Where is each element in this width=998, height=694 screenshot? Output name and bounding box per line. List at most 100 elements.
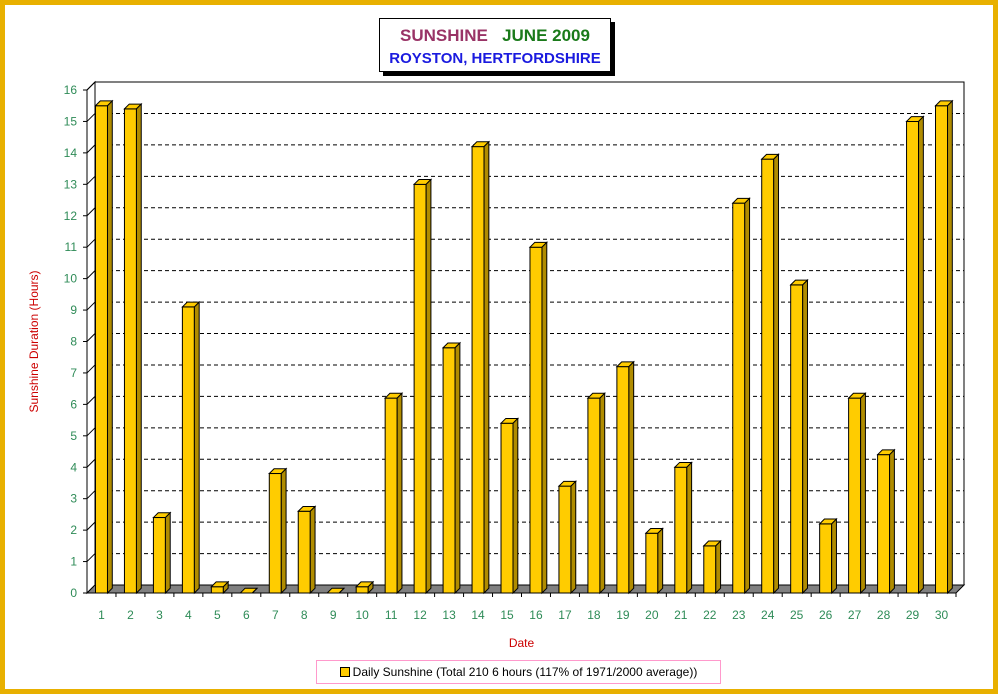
gridline-wall-segment (86, 490, 96, 500)
bar (935, 105, 949, 594)
legend-swatch (339, 666, 350, 677)
x-tick-label: 4 (185, 608, 192, 622)
bar-side (135, 102, 142, 595)
x-axis-title: Date (509, 636, 535, 650)
bar (268, 473, 282, 594)
y-tick-label: 14 (64, 146, 78, 160)
bar-side (280, 467, 287, 595)
bar (819, 523, 833, 594)
chart-title-sunshine: SUNSHINE (400, 26, 488, 45)
y-tick-label: 3 (70, 492, 77, 506)
x-tick-label: 25 (790, 608, 804, 622)
bar-side (222, 580, 229, 595)
chart-legend: Daily Sunshine (Total 210 6 hours (117% … (316, 660, 721, 684)
gridline-wall-segment (86, 175, 96, 185)
x-tick-label: 13 (442, 608, 456, 622)
bar (877, 454, 891, 594)
y-tick-label: 0 (70, 586, 77, 600)
legend-label: Daily Sunshine (Total 210 6 hours (117% … (352, 665, 698, 679)
bar-side (860, 392, 866, 595)
x-tick-label: 28 (877, 608, 891, 622)
bar-side (918, 115, 924, 595)
y-tick-label: 7 (70, 366, 77, 380)
y-tick-label: 8 (70, 335, 77, 349)
y-tick-label: 10 (64, 272, 78, 286)
bar (210, 586, 224, 594)
bar-side (802, 278, 808, 595)
y-tick-label: 2 (70, 523, 77, 537)
bar (442, 347, 456, 594)
x-tick-label: 9 (330, 608, 337, 622)
bar (732, 202, 746, 594)
gridline-wall-segment (86, 521, 96, 531)
x-tick-label: 11 (385, 608, 398, 622)
bar-side (367, 580, 374, 595)
gridline-wall-segment (86, 238, 96, 248)
bar-side (425, 178, 432, 595)
bar-side (164, 511, 171, 595)
x-tick-label: 8 (301, 608, 308, 622)
bar (123, 108, 137, 594)
y-tick-label: 12 (64, 209, 78, 223)
bar-side (773, 153, 780, 595)
bar (761, 158, 775, 594)
bar (413, 183, 427, 594)
x-tick-label: 14 (471, 608, 485, 622)
x-tick-label: 20 (645, 608, 659, 622)
y-tick-label: 4 (70, 460, 77, 474)
x-tick-label: 12 (413, 608, 427, 622)
bar-side (338, 587, 345, 594)
x-tick-label: 3 (156, 608, 163, 622)
x-tick-label: 17 (558, 608, 572, 622)
y-tick-label: 15 (64, 114, 78, 128)
bar-side (686, 461, 693, 595)
y-tick-label: 5 (70, 429, 77, 443)
bar-side (947, 99, 953, 595)
bar-side (454, 341, 461, 595)
x-tick-label: 6 (243, 608, 250, 622)
bar-side (309, 505, 316, 595)
bar-side (744, 197, 751, 595)
gridline-wall-segment (86, 81, 96, 91)
bar (906, 120, 920, 594)
bar (94, 105, 108, 594)
gridline-wall-segment (86, 333, 96, 342)
bar (674, 466, 688, 594)
x-tick-label: 23 (732, 608, 746, 622)
bar (297, 510, 311, 594)
gridline-wall-segment (86, 301, 96, 311)
chart-title-line1: SUNSHINE JUNE 2009 (380, 26, 610, 46)
gridline-wall-segment (86, 113, 96, 122)
bar-side (657, 527, 664, 595)
bar (848, 397, 862, 594)
bar (790, 284, 804, 594)
bar (703, 545, 717, 594)
gridline-wall-segment (86, 364, 96, 374)
bar-side (483, 140, 490, 595)
chart-title-box: SUNSHINE JUNE 2009 ROYSTON, HERTFORDSHIR… (379, 18, 611, 72)
bar-side (715, 539, 722, 595)
x-tick-label: 30 (935, 608, 949, 622)
x-tick-label: 10 (356, 608, 370, 622)
x-tick-label: 24 (761, 608, 775, 622)
x-tick-label: 7 (272, 608, 279, 622)
y-axis-title: Sunshine Duration (Hours) (27, 270, 41, 412)
bar (152, 517, 166, 594)
bar-side (599, 392, 606, 595)
bar-side (889, 448, 895, 595)
bar (355, 586, 369, 594)
x-tick-label: 22 (703, 608, 717, 622)
y-tick-label: 9 (70, 303, 77, 317)
bar (500, 422, 514, 594)
x-tick-label: 5 (214, 608, 221, 622)
bar (384, 397, 398, 594)
x-tick-label: 19 (616, 608, 630, 622)
bar (558, 485, 572, 594)
gridline-wall-segment (86, 427, 96, 437)
bar (529, 246, 543, 594)
x-tick-label: 2 (127, 608, 134, 622)
y-tick-label: 6 (70, 397, 77, 411)
bar-side (831, 517, 837, 595)
y-tick-label: 16 (64, 83, 78, 97)
